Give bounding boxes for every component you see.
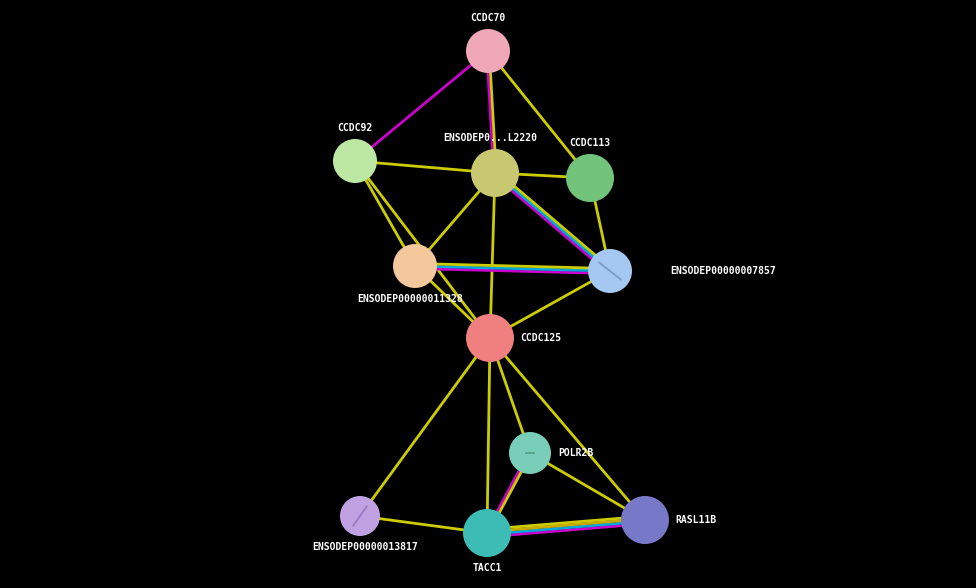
Circle shape — [393, 244, 437, 288]
Text: ENSODEP0...L2220: ENSODEP0...L2220 — [443, 133, 537, 143]
Circle shape — [466, 314, 514, 362]
Circle shape — [588, 249, 632, 293]
Text: CCDC70: CCDC70 — [470, 13, 506, 23]
Text: ENSODEP00000013817: ENSODEP00000013817 — [312, 542, 418, 552]
Circle shape — [466, 29, 510, 73]
Circle shape — [471, 149, 519, 197]
Circle shape — [621, 496, 669, 544]
Text: RASL11B: RASL11B — [675, 515, 716, 525]
Text: ENSODEP00000011328: ENSODEP00000011328 — [357, 294, 463, 304]
Text: CCDC113: CCDC113 — [569, 138, 611, 148]
Text: TACC1: TACC1 — [472, 563, 502, 573]
Circle shape — [566, 154, 614, 202]
Circle shape — [509, 432, 551, 474]
Text: ENSODEP00000007857: ENSODEP00000007857 — [670, 266, 776, 276]
Text: POLR2B: POLR2B — [558, 448, 593, 458]
Text: CCDC92: CCDC92 — [338, 123, 373, 133]
Circle shape — [340, 496, 380, 536]
Circle shape — [333, 139, 377, 183]
Circle shape — [463, 509, 511, 557]
Text: CCDC125: CCDC125 — [520, 333, 561, 343]
